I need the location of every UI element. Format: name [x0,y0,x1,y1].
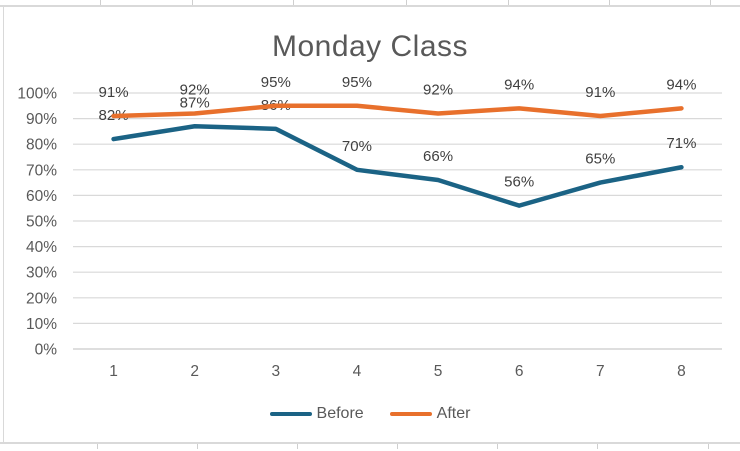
y-tick-label: 60% [26,188,57,205]
legend-item-before: Before [269,405,364,423]
data-label: 92% [180,81,210,98]
y-tick-label: 10% [26,316,57,333]
y-tick-label: 30% [26,265,57,282]
data-label: 91% [585,84,615,101]
sheet-gridline-tick [708,444,709,449]
y-tick-label: 0% [35,342,58,359]
data-label: 70% [342,138,372,155]
data-label: 56% [504,174,534,191]
chart-border-bottom [0,442,740,444]
x-tick-label: 5 [434,363,443,380]
x-tick-label: 7 [596,363,605,380]
sheet-gridline-tick [406,0,407,5]
y-tick-label: 50% [26,214,57,231]
legend-line-after-icon [389,412,432,416]
y-tick-label: 80% [26,137,57,154]
y-tick-label: 90% [26,111,57,128]
legend-label-before: Before [316,405,364,422]
sheet-gridline-tick [192,0,193,5]
sheet-gridline-tick [297,444,298,449]
sheet-gridline-tick [97,444,98,449]
x-tick-label: 6 [515,363,524,380]
data-label: 94% [504,76,534,93]
series-line-after [111,103,684,119]
y-tick-label: 70% [26,162,57,179]
sheet-gridline-tick [293,0,294,5]
data-label: 87% [180,94,210,111]
data-label: 95% [261,74,291,91]
sheet-gridline-tick [197,444,198,449]
sheet-gridline-tick [508,0,509,5]
data-label: 65% [585,151,615,168]
series-line-before [111,124,684,208]
data-label: 71% [666,135,696,152]
y-tick-label: 100% [17,86,57,103]
data-label: 66% [423,148,453,165]
chart-border-left [3,5,4,444]
chart-title: Monday Class [271,30,469,63]
legend-item-after: After [389,405,471,423]
legend-label-after: After [436,405,471,422]
legend-line-before-icon [269,412,312,416]
sheet-gridline-tick [100,0,101,5]
sheet-gridline-tick [497,444,498,449]
y-tick-label: 40% [26,239,57,256]
x-tick-label: 3 [272,363,281,380]
sheet-gridline-tick [397,444,398,449]
x-tick-label: 8 [677,363,686,380]
legend: Before After [0,405,740,423]
x-tick-label: 1 [109,363,118,380]
sheet-gridline-tick [609,0,610,5]
x-tick-label: 2 [190,363,199,380]
x-tick-label: 4 [353,363,362,380]
data-label: 95% [342,74,372,91]
sheet-gridline-tick [597,444,598,449]
data-label: 91% [99,84,129,101]
data-label: 92% [423,81,453,98]
chart-border-top [0,5,740,7]
y-tick-label: 20% [26,290,57,307]
sheet-gridline-tick [710,0,711,5]
data-label: 94% [666,76,696,93]
